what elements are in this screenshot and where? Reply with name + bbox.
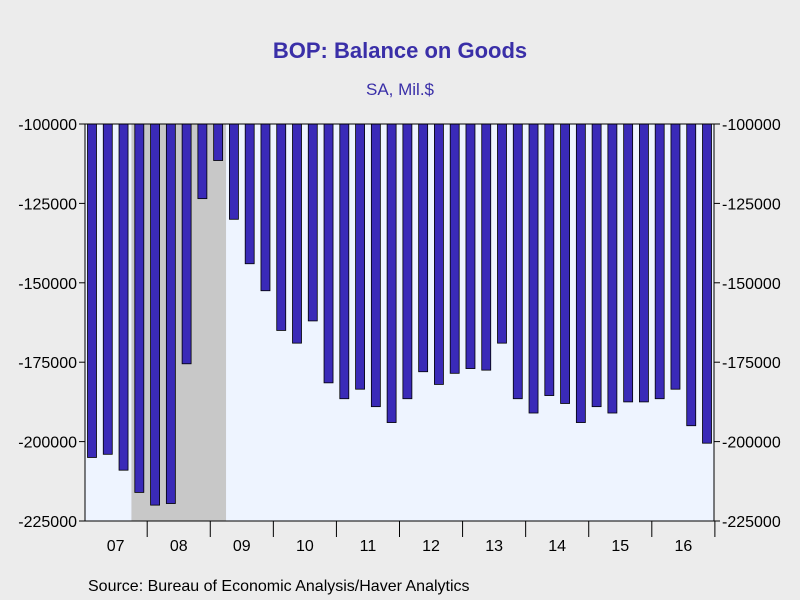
bar bbox=[670, 123, 681, 390]
bar bbox=[481, 123, 492, 371]
y-tick-label-left: -150000 bbox=[18, 276, 77, 293]
x-tick-label: 16 bbox=[674, 538, 692, 555]
bar bbox=[654, 123, 665, 400]
x-tick-label: 09 bbox=[233, 538, 251, 555]
bar bbox=[607, 123, 618, 414]
bar bbox=[307, 123, 318, 322]
bar bbox=[339, 123, 350, 400]
bar bbox=[229, 123, 239, 220]
bar bbox=[465, 123, 476, 369]
y-tick-label-left: -100000 bbox=[18, 117, 77, 134]
bar bbox=[102, 123, 113, 455]
bar bbox=[244, 123, 255, 265]
x-tick-label: 11 bbox=[360, 538, 377, 555]
chart-title: BOP: Balance on Goods bbox=[272, 38, 528, 63]
source-note: Source: Bureau of Economic Analysis/Have… bbox=[88, 578, 470, 595]
bar bbox=[118, 123, 129, 471]
bar bbox=[449, 123, 460, 374]
bar bbox=[260, 123, 271, 292]
recession-shading bbox=[131, 124, 227, 521]
bar bbox=[418, 123, 429, 373]
bar bbox=[292, 123, 302, 344]
y-tick-label-right: -200000 bbox=[722, 435, 781, 452]
bar bbox=[197, 123, 208, 200]
bar bbox=[402, 123, 413, 400]
y-tick-label-left: -225000 bbox=[18, 514, 77, 531]
x-tick-label: 13 bbox=[485, 538, 503, 555]
bar bbox=[639, 123, 649, 403]
bar bbox=[512, 123, 523, 400]
x-tick-label: 10 bbox=[296, 538, 314, 555]
bar bbox=[213, 123, 224, 161]
x-tick-label: 15 bbox=[611, 538, 629, 555]
bar bbox=[134, 123, 145, 493]
bar bbox=[528, 123, 539, 414]
y-tick-label-left: -200000 bbox=[18, 435, 77, 452]
y-tick-label-right: -100000 bbox=[722, 117, 781, 134]
bar bbox=[355, 123, 365, 390]
y-tick-label-left: -175000 bbox=[18, 355, 77, 372]
bar bbox=[386, 123, 397, 423]
bar bbox=[591, 123, 602, 408]
bar bbox=[165, 123, 176, 504]
bar bbox=[370, 123, 381, 408]
bar bbox=[623, 123, 634, 403]
y-tick-label-right: -125000 bbox=[722, 196, 781, 213]
bar bbox=[150, 123, 160, 506]
y-tick-label-left: -125000 bbox=[18, 196, 77, 213]
y-tick-label-right: -225000 bbox=[722, 514, 781, 531]
y-tick-label-right: -175000 bbox=[722, 355, 781, 372]
y-tick-label-right: -150000 bbox=[722, 276, 781, 293]
x-tick-label: 07 bbox=[107, 538, 125, 555]
bar bbox=[87, 123, 97, 458]
bar bbox=[702, 123, 712, 444]
bar bbox=[497, 123, 507, 344]
x-tick-label: 08 bbox=[170, 538, 188, 555]
x-tick-label: 12 bbox=[422, 538, 440, 555]
bar bbox=[560, 123, 570, 404]
bar bbox=[544, 123, 555, 396]
x-tick-label: 14 bbox=[548, 538, 566, 555]
bar bbox=[181, 123, 192, 365]
bar bbox=[323, 123, 334, 384]
bar bbox=[276, 123, 287, 331]
bar bbox=[434, 123, 444, 385]
chart-subtitle: SA, Mil.$ bbox=[365, 80, 435, 99]
bar bbox=[686, 123, 697, 427]
bar bbox=[575, 123, 586, 423]
